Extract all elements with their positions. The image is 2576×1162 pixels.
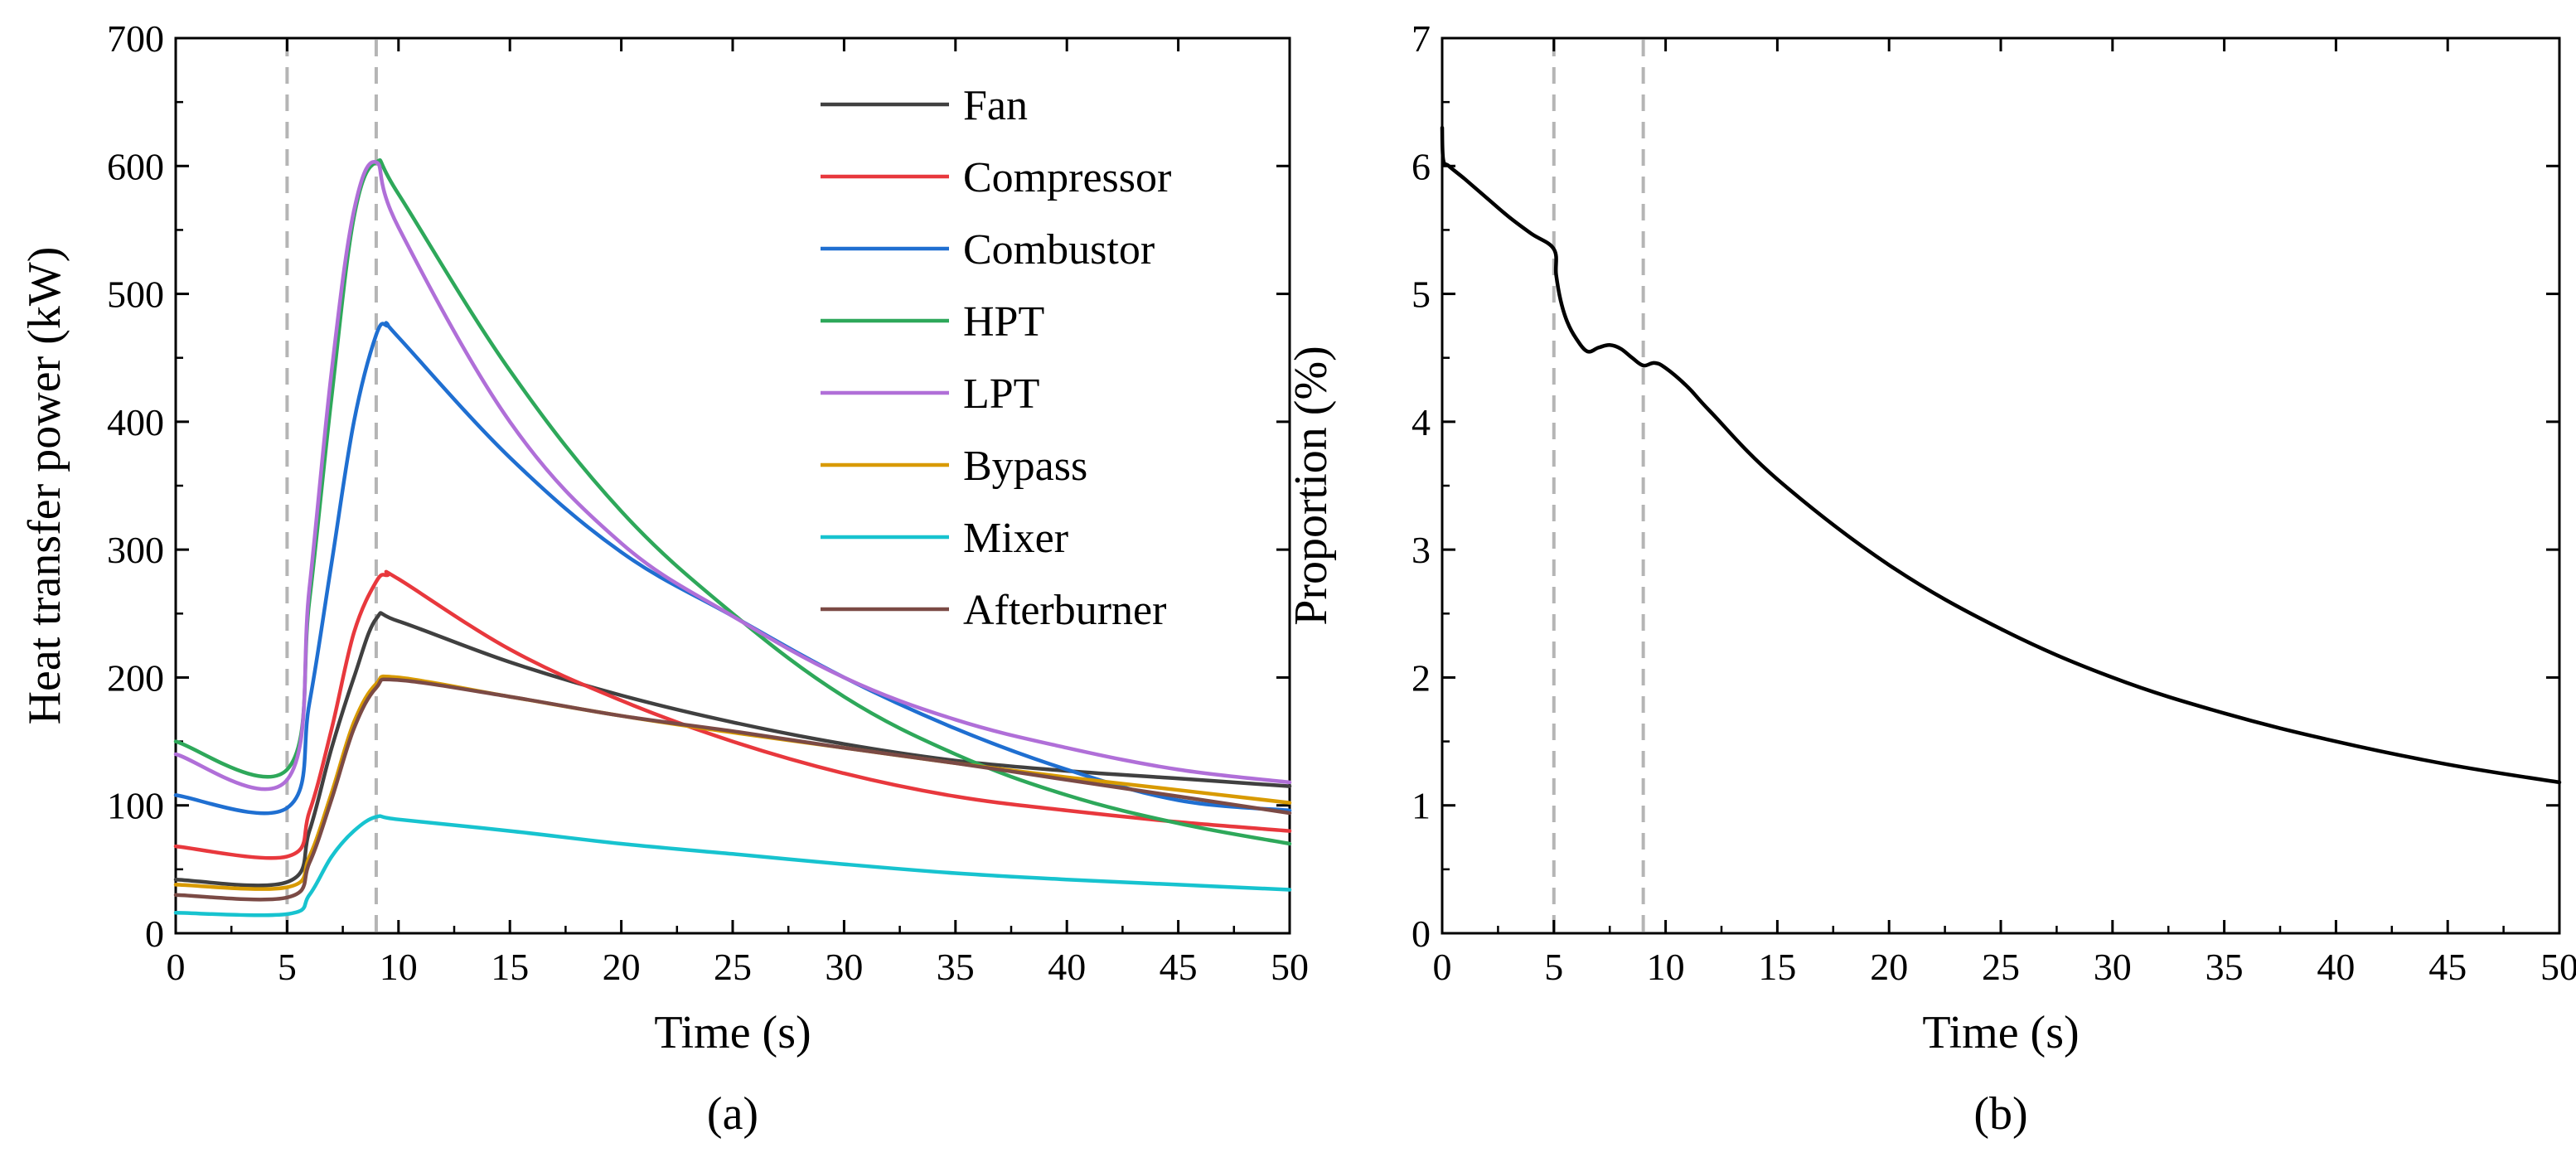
x-tick-label: 10	[1647, 946, 1685, 988]
y-tick-label: 0	[145, 913, 164, 955]
y-tick-label: 4	[1411, 401, 1431, 443]
x-tick-label: 15	[491, 946, 529, 988]
y-tick-label: 5	[1411, 274, 1431, 316]
x-axis-label: Time (s)	[654, 1007, 811, 1058]
series-line-compressor	[173, 569, 1292, 860]
legend-label: Fan	[963, 82, 1028, 129]
x-tick-label: 35	[2206, 946, 2244, 988]
y-axis-label: Proportion (%)	[1286, 346, 1337, 626]
y-tick-label: 3	[1411, 529, 1431, 571]
y-tick-label: 500	[107, 274, 164, 316]
y-axis-label: Heat transfer power (kW)	[19, 247, 70, 725]
panel-label: (b)	[1973, 1088, 2027, 1140]
panel-a-heat-transfer-power: 0 5 10 15 20 25 30 35 40 45 5001002003004005006007…	[19, 17, 1309, 1140]
legend-label: Mixer	[963, 515, 1068, 562]
x-tick-label: 50	[2540, 946, 2576, 988]
x-tick-label: 50	[1271, 946, 1309, 988]
x-tick-label: 15	[1758, 946, 1796, 988]
x-tick-label: 0	[1433, 946, 1452, 988]
series-line-fan	[173, 611, 1292, 888]
legend-label: Afterburner	[963, 587, 1166, 634]
x-tick-label: 25	[1982, 946, 2020, 988]
y-tick-label: 700	[107, 17, 164, 60]
y-tick-label: 6	[1411, 145, 1431, 187]
legend-label: LPT	[963, 370, 1039, 418]
x-tick-label: 5	[1544, 946, 1563, 988]
series-line-lpt	[173, 160, 1292, 792]
x-tick-label: 45	[2428, 946, 2467, 988]
x-tick-label: 20	[1870, 946, 1908, 988]
legend-label: Bypass	[963, 443, 1087, 490]
legend-label: HPT	[963, 298, 1044, 346]
x-tick-label: 20	[603, 946, 641, 988]
x-tick-label: 30	[2094, 946, 2132, 988]
y-tick-label: 1	[1411, 785, 1431, 827]
series-line-proportion	[1440, 125, 2562, 785]
panel-label: (a)	[707, 1088, 758, 1140]
y-tick-label: 2	[1411, 656, 1431, 699]
plot-frame	[1441, 36, 2561, 935]
x-tick-label: 45	[1160, 946, 1198, 988]
x-tick-label: 40	[2317, 946, 2355, 988]
series-line-mixer	[173, 814, 1292, 917]
y-tick-label: 7	[1411, 17, 1431, 60]
x-tick-label: 5	[278, 946, 297, 988]
series-line-combustor	[173, 321, 1292, 816]
x-tick-label: 10	[380, 946, 418, 988]
x-tick-label: 30	[825, 946, 863, 988]
x-tick-label: 25	[714, 946, 752, 988]
y-tick-label: 0	[1411, 913, 1431, 955]
series-line-afterburner	[173, 677, 1292, 902]
x-tick-label: 0	[167, 946, 186, 988]
legend-label: Combustor	[963, 226, 1155, 274]
y-tick-label: 600	[107, 145, 164, 187]
y-tick-label: 100	[107, 785, 164, 827]
y-tick-label: 400	[107, 401, 164, 443]
y-tick-label: 200	[107, 656, 164, 699]
y-tick-label: 300	[107, 529, 164, 571]
x-tick-label: 40	[1048, 946, 1086, 988]
x-tick-label: 35	[937, 946, 975, 988]
legend-label: Compressor	[963, 154, 1171, 201]
x-axis-label: Time (s)	[1922, 1007, 2079, 1058]
